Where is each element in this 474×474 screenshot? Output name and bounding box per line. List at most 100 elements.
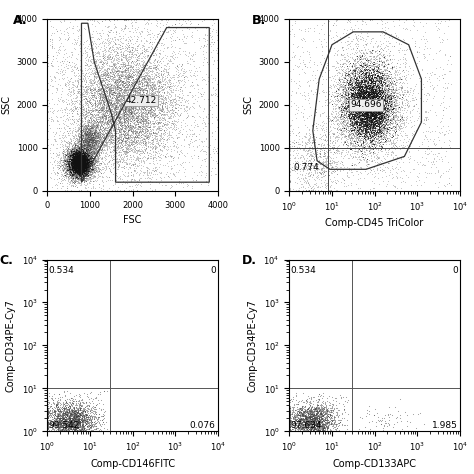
- Point: [123, 137, 130, 144]
- Point: [340, 104, 347, 112]
- Point: [147, 104, 155, 112]
- Point: [333, 117, 340, 125]
- Point: [384, 93, 392, 100]
- Point: [115, 113, 122, 120]
- Point: [339, 122, 346, 130]
- Point: [45, 392, 53, 400]
- Point: [90, 158, 97, 165]
- Point: [378, 99, 385, 106]
- Point: [368, 105, 376, 112]
- Point: [318, 415, 325, 422]
- Point: [82, 106, 90, 114]
- Point: [78, 161, 85, 168]
- Point: [79, 160, 87, 168]
- Point: [71, 412, 78, 419]
- Point: [80, 137, 87, 145]
- Point: [82, 107, 90, 115]
- Point: [76, 155, 84, 163]
- Point: [136, 105, 143, 112]
- Point: [98, 67, 106, 75]
- Point: [304, 413, 311, 420]
- Point: [370, 115, 377, 122]
- Point: [91, 146, 99, 153]
- Point: [341, 91, 349, 99]
- Point: [87, 119, 95, 127]
- Point: [72, 155, 80, 162]
- Point: [164, 104, 171, 112]
- Point: [83, 157, 91, 164]
- Point: [384, 105, 392, 113]
- Point: [56, 423, 64, 430]
- Point: [144, 68, 151, 75]
- Point: [148, 137, 156, 144]
- Point: [139, 103, 147, 111]
- Point: [154, 101, 162, 109]
- Point: [78, 150, 86, 158]
- Point: [77, 158, 85, 166]
- Point: [374, 88, 382, 96]
- Point: [169, 154, 176, 162]
- Point: [130, 133, 137, 141]
- Point: [85, 149, 93, 157]
- Point: [82, 161, 89, 169]
- Point: [302, 421, 310, 429]
- Point: [84, 152, 91, 160]
- Point: [165, 82, 173, 90]
- Point: [88, 141, 96, 148]
- Point: [90, 144, 97, 151]
- Point: [323, 427, 330, 435]
- Point: [370, 100, 377, 108]
- Point: [382, 104, 390, 111]
- Point: [66, 166, 73, 174]
- Point: [84, 139, 92, 147]
- Point: [339, 29, 347, 36]
- Point: [80, 168, 87, 176]
- Point: [94, 130, 102, 137]
- Point: [56, 179, 64, 187]
- Point: [134, 88, 141, 95]
- Point: [136, 122, 143, 130]
- Point: [119, 113, 127, 120]
- Point: [76, 165, 83, 173]
- Point: [95, 99, 102, 107]
- Point: [154, 73, 162, 80]
- Point: [67, 424, 74, 431]
- Point: [109, 114, 117, 122]
- Point: [315, 415, 323, 423]
- Point: [365, 106, 373, 114]
- Point: [353, 55, 361, 63]
- Point: [115, 88, 122, 95]
- Point: [360, 103, 368, 111]
- Point: [78, 159, 85, 166]
- Point: [74, 153, 82, 161]
- Point: [68, 407, 76, 415]
- Point: [379, 92, 386, 100]
- Point: [295, 427, 303, 435]
- Point: [355, 107, 363, 114]
- Point: [100, 411, 108, 419]
- Point: [373, 57, 381, 65]
- Point: [59, 108, 66, 116]
- Point: [149, 95, 156, 103]
- Point: [63, 408, 70, 415]
- Point: [88, 124, 96, 132]
- Point: [97, 62, 105, 70]
- Point: [103, 66, 111, 73]
- Point: [76, 180, 83, 187]
- Point: [68, 410, 75, 418]
- Point: [68, 100, 76, 108]
- Point: [128, 83, 135, 91]
- Point: [82, 156, 90, 164]
- Point: [97, 427, 104, 434]
- Point: [121, 72, 129, 79]
- Point: [87, 159, 94, 167]
- Point: [364, 91, 372, 99]
- Point: [335, 419, 342, 427]
- Point: [363, 131, 371, 139]
- Point: [62, 427, 69, 435]
- Point: [116, 57, 123, 65]
- Point: [413, 60, 420, 67]
- Point: [73, 127, 81, 135]
- Point: [148, 113, 155, 120]
- Point: [370, 82, 377, 89]
